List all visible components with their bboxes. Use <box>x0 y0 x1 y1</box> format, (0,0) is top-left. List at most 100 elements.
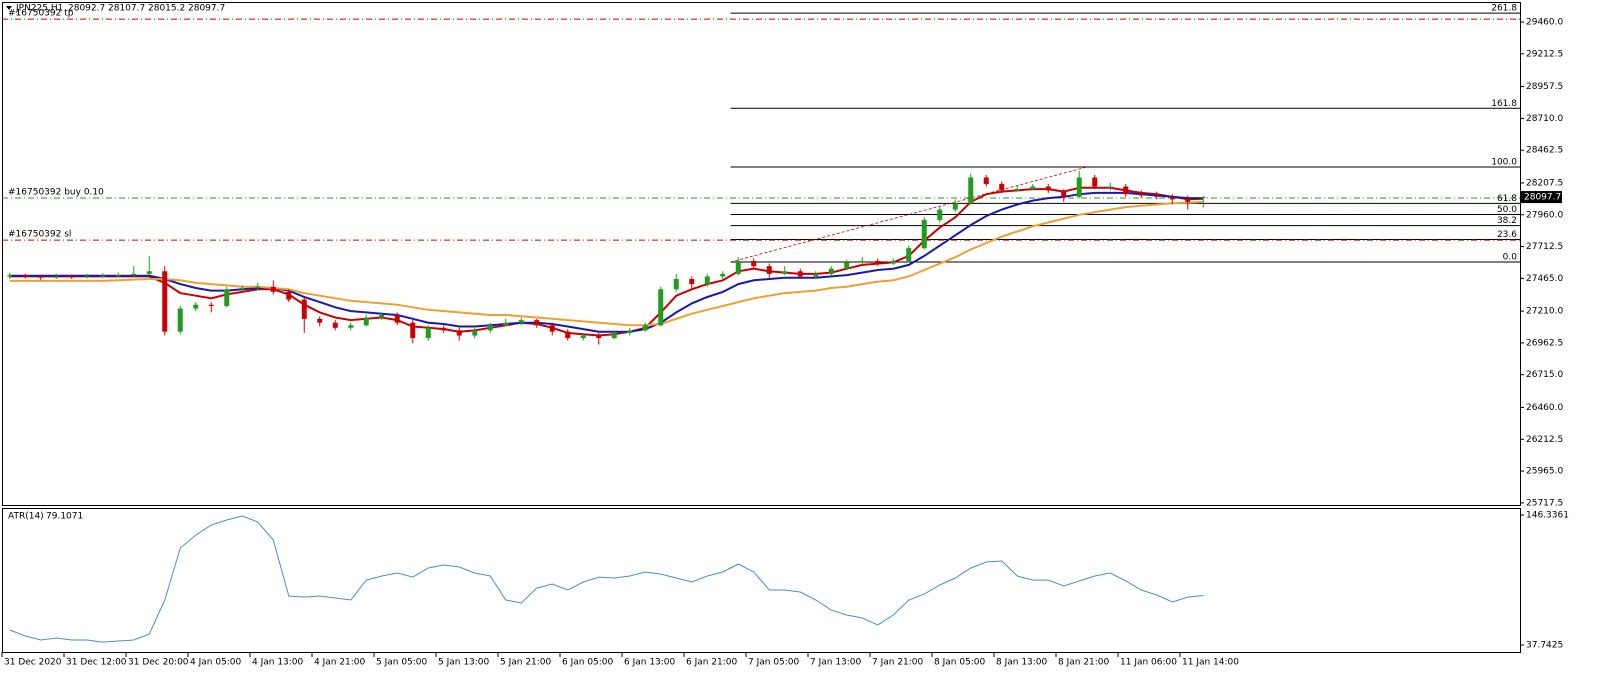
candle-body <box>1107 186 1113 188</box>
x-tick-label: 11 Jan 06:00 <box>1120 658 1177 668</box>
candle-body <box>379 314 385 318</box>
x-tick-label: 31 Dec 2020 <box>4 658 62 668</box>
x-tick-label: 5 Jan 13:00 <box>438 658 490 668</box>
candle-body <box>115 275 121 277</box>
candle-body <box>673 279 679 290</box>
candle-body <box>1030 186 1036 190</box>
fib-label: 0.0 <box>1503 253 1518 263</box>
candle-body <box>394 314 400 323</box>
y-tick-label: 27210.0 <box>1526 307 1563 317</box>
moving-average <box>9 186 1204 337</box>
candle-body <box>38 276 44 278</box>
candle-body <box>84 276 90 278</box>
price-tag-label: 28097.7 <box>1524 193 1561 203</box>
candle-body <box>658 289 664 326</box>
x-tick-label: 5 Jan 05:00 <box>376 658 428 668</box>
candle-body <box>611 332 617 339</box>
atr-title: ATR(14) <box>8 512 44 522</box>
candle-body <box>1200 197 1206 199</box>
candle-body <box>906 248 912 262</box>
candle-body <box>518 320 524 323</box>
y-tick-label: 27465.0 <box>1526 274 1563 284</box>
candle-body <box>286 291 292 300</box>
x-tick-label: 11 Jan 14:00 <box>1182 658 1239 668</box>
candle-body <box>1138 194 1144 196</box>
moving-average <box>9 191 1204 333</box>
atr-line <box>9 515 1204 643</box>
y-tick-label: 27960.0 <box>1526 210 1563 220</box>
candle-body <box>999 183 1005 191</box>
candle-body <box>177 308 183 332</box>
y-tick-label: 26962.5 <box>1526 338 1563 348</box>
candle-body <box>270 286 276 292</box>
candle-body <box>146 271 152 274</box>
y-tick-label: 26212.5 <box>1526 435 1563 445</box>
candle-body <box>363 317 369 326</box>
candle-body <box>751 261 757 267</box>
candle-body <box>859 261 865 263</box>
close-value: 28097.7 <box>188 4 225 14</box>
candle-body <box>208 304 214 306</box>
candle-body <box>766 266 772 274</box>
x-tick-label: 8 Jan 21:00 <box>1058 658 1110 668</box>
candle-body <box>844 262 850 269</box>
candle-body <box>921 219 927 249</box>
fib-label: 38.2 <box>1497 216 1517 226</box>
candle-body <box>828 268 834 274</box>
candle-body <box>456 330 462 336</box>
candle-body <box>1123 186 1129 195</box>
candle-body <box>627 330 633 333</box>
candle-body <box>797 271 803 277</box>
y-tick-label: 29460.0 <box>1526 18 1563 28</box>
order-label: #16750392 tp <box>8 9 74 19</box>
x-tick-label: 7 Jan 05:00 <box>748 658 800 668</box>
high-value: 28107.7 <box>108 4 145 14</box>
order-label: #16750392 buy 0.10 <box>8 188 104 198</box>
x-tick-label: 7 Jan 13:00 <box>810 658 862 668</box>
candle-body <box>720 273 726 277</box>
y-tick-label: 25717.5 <box>1526 498 1563 508</box>
candle-body <box>1154 195 1160 197</box>
open-value: 28092.7 <box>68 4 105 14</box>
fib-trend <box>730 166 1088 263</box>
candle-body <box>1014 189 1020 191</box>
y-tick-label: 26715.0 <box>1526 370 1563 380</box>
candle-body <box>534 320 540 326</box>
candle-body <box>813 273 819 277</box>
candle-body <box>472 330 478 336</box>
candle-body <box>1092 177 1098 187</box>
atr-panel <box>2 508 1521 653</box>
x-tick-label: 5 Jan 21:00 <box>500 658 552 668</box>
moving-average <box>9 200 1204 327</box>
y-tick-label: 146.3361 <box>1526 511 1569 521</box>
menu-icon[interactable] <box>6 6 12 10</box>
candle-body <box>131 273 137 276</box>
fib-label: 100.0 <box>1491 157 1517 167</box>
fib-label: 23.6 <box>1497 230 1517 240</box>
candle-body <box>735 261 741 274</box>
candle-body <box>565 331 571 339</box>
x-tick-label: 6 Jan 05:00 <box>562 658 614 668</box>
candle-body <box>704 276 710 285</box>
candle-body <box>1061 190 1067 197</box>
candle-body <box>1076 177 1082 197</box>
candle-body <box>580 335 586 339</box>
y-tick-label: 26460.0 <box>1526 403 1563 413</box>
fib-label: 61.8 <box>1497 194 1517 204</box>
fib-label: 50.0 <box>1497 205 1517 215</box>
candle-body <box>1185 199 1191 202</box>
price-tag <box>1520 191 1562 204</box>
candle-body <box>7 275 13 277</box>
x-tick-label: 6 Jan 21:00 <box>686 658 738 668</box>
candle-body <box>224 289 230 306</box>
y-tick-label: 28207.5 <box>1526 178 1563 188</box>
x-tick-label: 4 Jan 21:00 <box>314 658 366 668</box>
x-tick-label: 31 Dec 12:00 <box>66 658 127 668</box>
candle-body <box>317 318 323 323</box>
candle-body <box>890 261 896 264</box>
candle-body <box>549 325 555 332</box>
candle-body <box>642 325 648 331</box>
candle-body <box>22 275 28 277</box>
